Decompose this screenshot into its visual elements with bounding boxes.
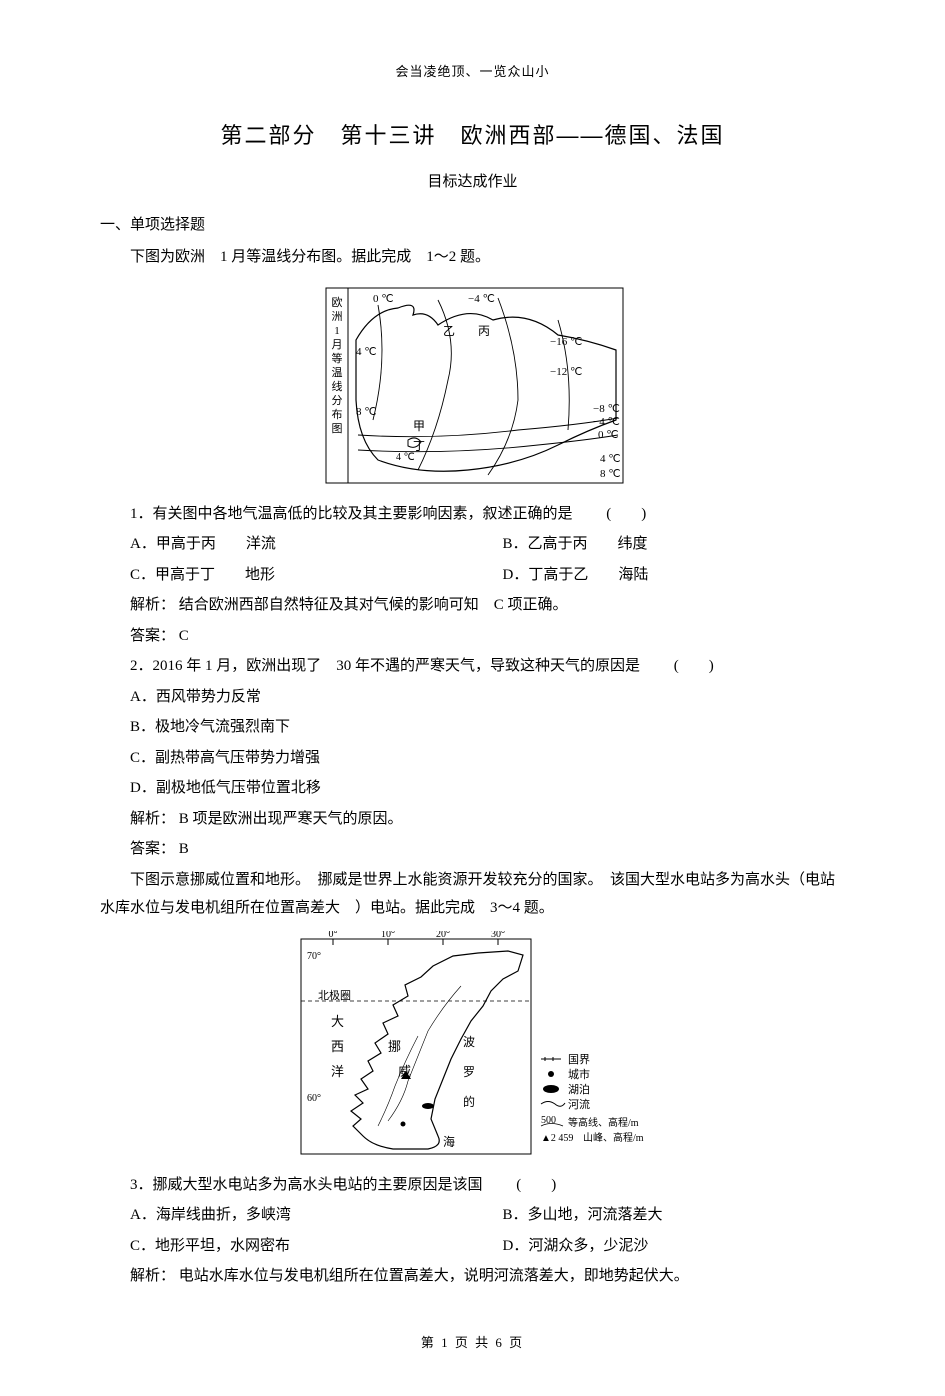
intro-text-1: 下图为欧洲 1 月等温线分布图。据此完成 1～2 题。 — [100, 243, 845, 272]
fig1-cap-c1: 洲 — [331, 311, 342, 323]
q1-opt-a: A．甲高于丙 洋流 — [100, 530, 473, 559]
q3-paren: ( ) — [486, 1171, 556, 1200]
q3-stem-row: 3．挪威大型水电站多为高水头电站的主要原因是该国 ( ) — [100, 1171, 845, 1200]
fig2-reg-3: 罗 — [463, 1065, 475, 1079]
fig1-mark-jia: 甲 — [413, 419, 425, 433]
fig1-right-label-2: −8 ℃ — [593, 403, 620, 415]
fig1-right-label-1: −12 ℃ — [550, 366, 582, 378]
q2-answer: 答案： B — [100, 835, 845, 864]
fig1-right-label-4: 0 ℃ — [598, 429, 619, 441]
fig2-lon-0: 0° — [328, 931, 337, 940]
q1-stem: 1．有关图中各地气温高低的比较及其主要影响因素，叙述正确的是 — [130, 506, 573, 522]
fig1-mark-yi: 乙 — [443, 324, 455, 338]
legend-prefix-5: ▲2 459 — [541, 1133, 573, 1144]
fig1-cap-c0: 欧 — [331, 296, 342, 309]
fig1-right-label-6: 8 ℃ — [600, 468, 621, 480]
fig2-ocean-2: 西 — [331, 1039, 344, 1054]
fig2-reg-5: 海 — [443, 1134, 455, 1149]
q1-opt-b: B．乙高于丙 纬度 — [473, 530, 846, 559]
fig2-ocean-1: 大 — [331, 1014, 344, 1029]
figure-2: 0° 10° 20° 30° 70° 60° 北极圈 大 西 洋 — [100, 931, 845, 1161]
fig2-reg-0: 挪 — [388, 1039, 401, 1054]
q1-opt-c: C．甲高于丁 地形 — [100, 561, 473, 590]
q2-stem-row: 2．2016 年 1 月，欧洲出现了 30 年不遇的严寒天气，导致这种天气的原因… — [100, 652, 845, 681]
fig2-reg-1: 威 — [398, 1064, 411, 1079]
fig1-cap-c9: 图 — [331, 422, 342, 435]
fig2-reg-4: 的 — [463, 1094, 475, 1109]
fig2-lon-3: 30° — [491, 931, 505, 940]
q3-stem: 3．挪威大型水电站多为高水头电站的主要原因是该国 — [130, 1177, 483, 1193]
legend-label-0: 国界 — [568, 1053, 590, 1066]
fig1-cap-c8: 布 — [331, 408, 342, 421]
section-heading: 一、单项选择题 — [100, 211, 845, 240]
legend: 国界 城市 湖泊 河流 500 等高线、高程/m ▲2 459 山峰、高程/m — [541, 1053, 644, 1144]
q2-opt-a: A．西风带势力反常 — [100, 683, 845, 712]
fig1-mark-ding: 丁 — [413, 439, 425, 453]
q1-explain: 解析： 结合欧洲西部自然特征及其对气候的影响可知 C 项正确。 — [100, 591, 845, 620]
fig1-cap-c3: 月 — [331, 339, 342, 351]
fig1-right-label-5: 4 ℃ — [600, 453, 621, 465]
fig2-lat-1: 60° — [307, 1093, 321, 1104]
fig2-ocean-3: 洋 — [331, 1064, 344, 1079]
fig1-left-label-1: 8 ℃ — [356, 406, 377, 418]
fig1-left-label-0: 4 ℃ — [356, 346, 377, 358]
figure-1: 欧 洲 1 月 等 温 线 分 布 图 0 ℃ −4 ℃ 4 ℃ 8 ℃ — [100, 280, 845, 490]
q3-opt-b: B．多山地，河流落差大 — [473, 1201, 846, 1230]
q1-paren: ( ) — [576, 500, 646, 529]
legend-label-1: 城市 — [568, 1067, 590, 1081]
legend-prefix-4: 500 — [541, 1115, 556, 1126]
intro-text-3: 下图示意挪威位置和地形。 挪威是世界上水能资源开发较充分的国家。 该国大型水电站… — [100, 866, 845, 923]
q2-opt-d: D．副极地低气压带位置北移 — [100, 774, 845, 803]
q2-paren: ( ) — [644, 652, 714, 681]
fig2-reg-2: 波 — [463, 1035, 475, 1049]
q3-explain: 解析： 电站水库水位与发电机组所在位置高差大，说明河流落差大，即地势起伏大。 — [100, 1262, 845, 1291]
fig1-top-label-1: −4 ℃ — [468, 293, 495, 305]
q2-stem: 2．2016 年 1 月，欧洲出现了 30 年不遇的严寒天气，导致这种天气的原因… — [130, 658, 640, 674]
fig1-cap-c7: 分 — [331, 394, 342, 407]
fig2-lat-0: 70° — [307, 951, 321, 962]
q1-answer: 答案： C — [100, 622, 845, 651]
q1-opt-d: D．丁高于乙 海陆 — [473, 561, 846, 590]
fig1-inner-label-0: 4 ℃ — [396, 452, 415, 463]
fig1-cap-c6: 线 — [331, 379, 342, 393]
fig1-right-label-0: −16 ℃ — [550, 336, 582, 348]
fig1-mark-bing: 丙 — [478, 324, 490, 338]
fig1-right-label-3: −4 ℃ — [593, 416, 620, 428]
fig2-arctic: 北极圈 — [318, 988, 351, 1002]
q3-opt-c: C．地形平坦，水网密布 — [100, 1232, 473, 1261]
legend-label-5: 山峰、高程/m — [583, 1131, 644, 1144]
q3-opt-a: A．海岸线曲折，多峡湾 — [100, 1201, 473, 1230]
page-footer: 第 1 页 共 6 页 — [100, 1331, 845, 1356]
fig1-cap-c4: 等 — [331, 351, 342, 365]
q2-opt-b: B．极地冷气流强烈南下 — [100, 713, 845, 742]
page-title: 第二部分 第十三讲 欧洲西部——德国、法国 — [100, 115, 845, 157]
legend-label-4: 等高线、高程/m — [568, 1116, 639, 1129]
q3-opt-d: D．河湖众多，少泥沙 — [473, 1232, 846, 1261]
q1-stem-row: 1．有关图中各地气温高低的比较及其主要影响因素，叙述正确的是 ( ) — [100, 500, 845, 529]
fig1-cap-c2: 1 — [334, 325, 340, 337]
header-note: 会当凌绝顶、一览众山小 — [100, 60, 845, 85]
legend-label-2: 湖泊 — [568, 1083, 590, 1096]
legend-label-3: 河流 — [568, 1097, 590, 1111]
q2-opt-c: C．副热带高气压带势力增强 — [100, 744, 845, 773]
fig2-lon-1: 10° — [381, 931, 395, 940]
fig1-top-label-0: 0 ℃ — [373, 293, 394, 305]
fig2-lon-2: 20° — [436, 931, 450, 940]
fig1-cap-c5: 温 — [331, 366, 342, 379]
q2-explain: 解析： B 项是欧洲出现严寒天气的原因。 — [100, 805, 845, 834]
page-subtitle: 目标达成作业 — [100, 168, 845, 197]
